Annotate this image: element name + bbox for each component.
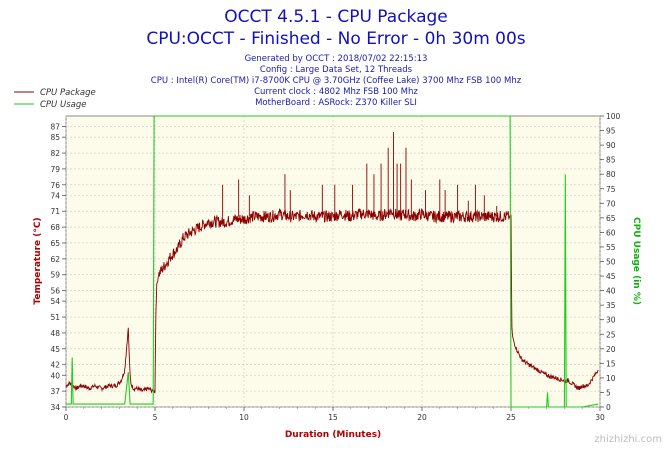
info-generated: Generated by OCCT : 2018/07/02 22:15:13 — [245, 54, 428, 64]
x-axis-label: Duration (Minutes) — [285, 430, 381, 440]
y-right-tick-label: 10 — [606, 374, 616, 383]
info-motherboard: MotherBoard : ASRock: Z370 Killer SLI — [255, 98, 417, 108]
y-right-tick-label: 80 — [606, 170, 616, 179]
y-right-tick-label: 45 — [606, 272, 616, 281]
info-config: Config : Large Data Set, 12 Threads — [260, 65, 413, 75]
y-right-tick-label: 75 — [606, 185, 616, 194]
axis-layer: 3437404245485154565962656871747679828587… — [50, 112, 620, 422]
y-right-tick-label: 90 — [606, 141, 616, 150]
x-tick-label: 25 — [506, 413, 516, 422]
y-right-tick-label: 100 — [606, 112, 621, 121]
y-right-tick-label: 70 — [606, 199, 616, 208]
y-left-tick-label: 82 — [50, 149, 60, 158]
y-right-tick-label: 65 — [606, 214, 616, 223]
y-axis-left-label: Temperature (°C) — [33, 217, 43, 304]
y-right-tick-label: 15 — [606, 359, 616, 368]
series-line-cpu-usage — [66, 115, 599, 408]
y-right-tick-label: 5 — [606, 388, 611, 397]
y-left-tick-label: 40 — [50, 371, 60, 380]
y-right-tick-label: 50 — [606, 258, 616, 267]
y-right-tick-label: 95 — [606, 127, 616, 136]
y-axis-right-label: CPU Usage (in %) — [631, 217, 641, 305]
y-left-tick-label: 87 — [50, 123, 60, 132]
legend-label-cpu-usage: CPU Usage — [40, 100, 86, 110]
y-left-tick-label: 71 — [50, 207, 60, 216]
series-line-cpu-package — [65, 208, 599, 394]
legend-label-cpu-package: CPU Package — [40, 88, 96, 98]
y-left-tick-label: 45 — [50, 345, 60, 354]
y-left-tick-label: 62 — [50, 255, 60, 264]
x-tick-label: 15 — [328, 413, 338, 422]
y-left-tick-label: 42 — [50, 361, 60, 370]
x-tick-label: 20 — [417, 413, 427, 422]
y-left-tick-label: 68 — [50, 223, 60, 232]
y-left-tick-label: 48 — [50, 329, 60, 338]
y-right-tick-label: 40 — [606, 287, 616, 296]
y-left-tick-label: 76 — [50, 181, 60, 190]
y-right-tick-label: 35 — [606, 301, 616, 310]
y-left-tick-label: 85 — [50, 133, 60, 142]
y-left-tick-label: 37 — [50, 387, 60, 396]
y-left-tick-label: 65 — [50, 239, 60, 248]
info-clock: Current clock : 4802 Mhz FSB 100 Mhz — [254, 87, 418, 97]
y-right-tick-label: 60 — [606, 228, 616, 237]
y-right-tick-label: 30 — [606, 316, 616, 325]
y-right-tick-label: 55 — [606, 243, 616, 252]
x-tick-label: 0 — [64, 413, 69, 422]
y-left-tick-label: 34 — [50, 403, 60, 412]
series-layer — [65, 115, 599, 408]
y-left-tick-label: 54 — [50, 297, 60, 306]
y-right-tick-label: 85 — [606, 156, 616, 165]
y-left-tick-label: 51 — [50, 313, 60, 322]
chart-title: OCCT 4.5.1 - CPU Package — [224, 7, 448, 27]
y-right-tick-label: 0 — [606, 403, 611, 412]
y-right-tick-label: 20 — [606, 345, 616, 354]
legend: CPU Package CPU Usage — [14, 88, 96, 110]
watermark: zhizhizhi.com — [594, 434, 662, 445]
x-tick-label: 5 — [153, 413, 158, 422]
x-tick-label: 10 — [239, 413, 249, 422]
chart-subtitle: CPU:OCCT - Finished - No Error - 0h 30m … — [146, 29, 525, 49]
y-right-tick-label: 25 — [606, 330, 616, 339]
y-left-tick-label: 74 — [50, 191, 60, 200]
info-cpu: CPU : Intel(R) Core(TM) i7-8700K CPU @ 3… — [151, 76, 522, 86]
x-tick-label: 30 — [595, 413, 605, 422]
y-left-tick-label: 56 — [50, 287, 60, 296]
y-left-tick-label: 79 — [50, 165, 60, 174]
y-left-tick-label: 59 — [50, 271, 60, 280]
